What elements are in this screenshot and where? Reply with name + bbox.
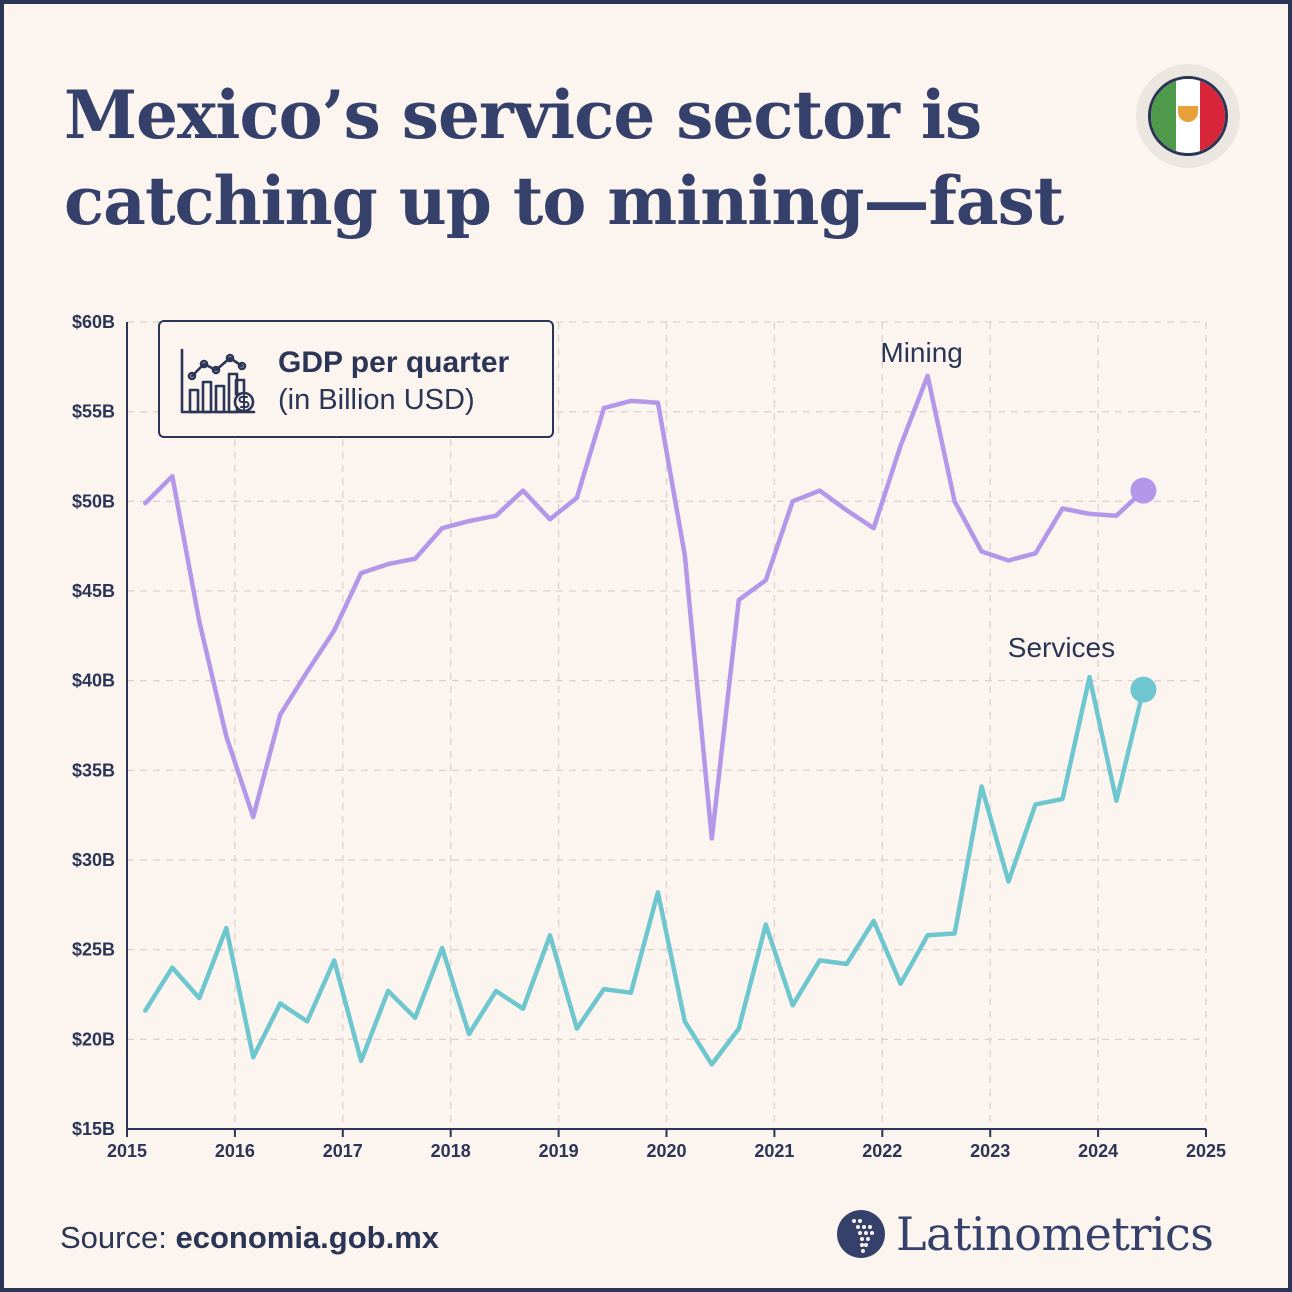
mexico-flag-icon: [1136, 64, 1240, 168]
legend-subtitle: (in Billion USD): [278, 384, 475, 416]
x-tick-label: 2018: [431, 1141, 471, 1161]
source-note: Source: economia.gob.mx: [60, 1220, 439, 1256]
series-end-marker: [1130, 477, 1157, 504]
y-tick-label: $40B: [72, 671, 115, 691]
source-value: economia.gob.mx: [175, 1220, 440, 1255]
y-tick-label: $50B: [72, 491, 115, 511]
series-label-mining: Mining: [880, 337, 962, 368]
y-tick-label: $35B: [72, 760, 115, 780]
y-tick-label: $30B: [72, 850, 115, 870]
chart-dollar-icon: [180, 348, 256, 414]
y-tick-label: $15B: [72, 1119, 115, 1139]
y-tick-label: $20B: [72, 1029, 115, 1049]
x-tick-label: 2016: [215, 1141, 255, 1161]
x-tick-label: 2017: [323, 1141, 363, 1161]
source-prefix: Source:: [60, 1220, 167, 1255]
series-label-services: Services: [1008, 632, 1115, 663]
flag-circle: [1148, 76, 1228, 156]
x-tick-label: 2024: [1078, 1141, 1118, 1161]
latin-america-map-icon: [837, 1210, 885, 1258]
y-tick-label: $25B: [72, 940, 115, 960]
x-tick-label: 2019: [539, 1141, 579, 1161]
axes: $15B $20B $25B $30B $35B $40B $45B $50B $55B $60B…: [72, 312, 1226, 1161]
series-line-mining: [143, 373, 1146, 841]
page-title: Mexico’s service sector is catching up t…: [64, 76, 1064, 240]
brand-logo: Latinometrics: [836, 1206, 1214, 1262]
chart-legend-box: GDP per quarter (in Billion USD): [158, 320, 554, 438]
brand-name: Latinometrics: [896, 1207, 1214, 1261]
flag-emblem-icon: [1178, 106, 1198, 122]
y-tick-label: $60B: [72, 312, 115, 332]
x-tick-label: 2025: [1186, 1141, 1226, 1161]
series-lines: [143, 373, 1157, 1067]
x-tick-label: 2020: [646, 1141, 686, 1161]
series-line-services: [143, 674, 1146, 1067]
x-tick-label: 2015: [107, 1141, 147, 1161]
series-labels: Mining Services: [880, 337, 1115, 663]
infographic-card: Mexico’s service sector is catching up t…: [4, 4, 1288, 1288]
legend-title: GDP per quarter: [278, 346, 510, 379]
series-end-marker: [1130, 676, 1157, 703]
y-tick-label: $55B: [72, 402, 115, 422]
x-tick-label: 2023: [970, 1141, 1010, 1161]
x-tick-label: 2021: [754, 1141, 794, 1161]
y-tick-label: $45B: [72, 581, 115, 601]
x-tick-label: 2022: [862, 1141, 902, 1161]
grid-lines: [127, 321, 1207, 1129]
